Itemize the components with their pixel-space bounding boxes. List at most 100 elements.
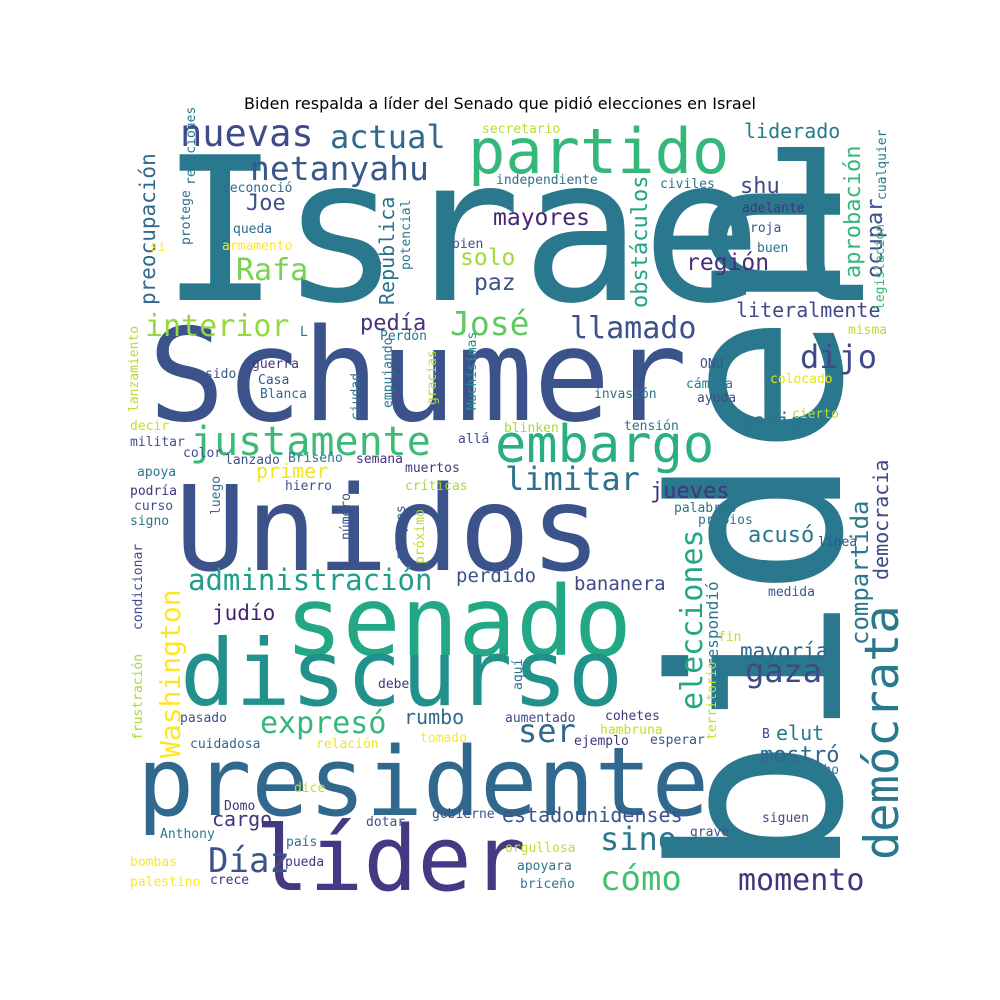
word-dijo: dijo xyxy=(800,338,877,376)
word-rafa: Rafa xyxy=(236,253,308,288)
word-muchisimas: Muchísimas xyxy=(465,332,480,410)
word-netanyahu: netanyahu xyxy=(250,149,429,188)
word-curso: curso xyxy=(134,499,173,514)
word-crece: crece xyxy=(210,873,249,888)
word-preocupacion: preocupación xyxy=(136,153,160,305)
word-pasado: pasado xyxy=(180,711,227,726)
word-embargo: embargo xyxy=(495,415,714,475)
word-territorio: territorio xyxy=(705,662,720,740)
word-muertos: muertos xyxy=(405,461,460,476)
word-compartida: compartida xyxy=(846,501,874,646)
word-tension: tensión xyxy=(624,419,679,434)
word-aqui: aquí xyxy=(511,659,526,690)
word-ocupar: ocupar xyxy=(863,199,888,278)
word-l: L xyxy=(300,325,308,340)
word-schumer: Schumer xyxy=(148,302,687,451)
word-paz: paz xyxy=(474,270,516,296)
word-potencial: potencial xyxy=(399,200,414,270)
word-shu: shu xyxy=(740,174,780,199)
word-pueda: pueda xyxy=(285,855,324,870)
word-limitar: limitar xyxy=(505,460,640,498)
word-partido: partido xyxy=(468,115,729,188)
word-podria: podría xyxy=(130,484,177,499)
word-guerra: guerra xyxy=(252,357,299,372)
word-bien: bien xyxy=(452,237,483,252)
word-criticas: críticas xyxy=(405,479,468,494)
word-literalmente: literalmente xyxy=(736,298,881,322)
word-luego: luego xyxy=(209,476,224,515)
word-seria: seria xyxy=(740,409,803,433)
word-perdon: Perdón xyxy=(380,329,427,344)
word-domo: Domo xyxy=(224,799,255,814)
word-dice: dice xyxy=(294,781,325,796)
word-palestino: palestino xyxy=(130,875,200,890)
word-washington: Washington xyxy=(154,589,187,758)
word-signo: signo xyxy=(130,514,169,529)
word-b: B xyxy=(762,727,770,742)
chart-title: Biden respalda a líder del Senado que pi… xyxy=(244,94,756,113)
word-civiles: civiles xyxy=(660,177,715,192)
word-obstaculos: obstáculos xyxy=(628,176,653,308)
word-acuso: acusó xyxy=(748,523,814,548)
word-queda: queda xyxy=(233,222,272,237)
word-ciudad: ciudad xyxy=(349,373,364,420)
word-gracias: gracias xyxy=(425,350,440,405)
word-relaciones: relaciones xyxy=(184,107,199,185)
word-armamento: armamento xyxy=(222,239,292,254)
word-decir: decir xyxy=(130,419,169,434)
word-nuevas: nuevas xyxy=(180,112,314,155)
word-elecciones: elecciones xyxy=(675,529,710,710)
word-blanca: Blanca xyxy=(260,387,307,402)
word-semana: semana xyxy=(356,452,403,467)
word-republica: República xyxy=(375,197,399,305)
word-actual: actual xyxy=(330,118,446,156)
word-invasion: invasión xyxy=(594,387,657,402)
word-dicho: dicho xyxy=(800,763,839,778)
word-empujando: empujando xyxy=(381,338,396,408)
word-secretario: secretario xyxy=(482,122,560,137)
word-mayores: mayores xyxy=(493,205,590,231)
word-cierto: cierto xyxy=(792,407,839,422)
word-presidente: presidente xyxy=(137,728,709,838)
word-respondio: respondió xyxy=(703,581,722,668)
word-llamado: llamado xyxy=(570,311,696,346)
word-briseno: Briseño xyxy=(288,451,343,466)
word-propios: propios xyxy=(698,513,753,528)
word-colocado: colocado xyxy=(770,372,833,387)
word-onu: ONU xyxy=(700,357,723,372)
word-frustracion: frustración xyxy=(131,654,146,740)
word-mayoria: mayoría xyxy=(740,639,829,663)
word-estadounidenses: estadounidenses xyxy=(502,803,683,827)
word-region: región xyxy=(686,250,769,276)
word-pedia: pedía xyxy=(360,311,426,336)
word-protege: protege xyxy=(179,190,194,245)
word-roja: roja xyxy=(750,221,781,236)
word-ataques: ataques xyxy=(394,505,409,560)
word-apoya: apoya xyxy=(137,465,176,480)
word-relacion: relación xyxy=(316,737,379,752)
word-independiente: independiente xyxy=(496,173,598,188)
word-unidos: Unidos xyxy=(175,460,601,598)
word-biden: biden xyxy=(623,173,896,880)
word-cargo: cargo xyxy=(212,807,272,831)
word-interior: interior xyxy=(145,309,290,344)
word-reconocio: reconoció xyxy=(222,181,292,196)
word-anthony: Anthony xyxy=(160,827,215,842)
word-pais: país xyxy=(286,835,317,850)
word-expreso: expresó xyxy=(260,706,386,741)
word-bombas: bombas xyxy=(130,855,177,870)
word-camara: cámara xyxy=(686,377,733,392)
word-orgullosa: orgullosa xyxy=(505,841,575,856)
word-primer: primer xyxy=(256,459,328,483)
word-cohetes: cohetes xyxy=(605,709,660,724)
word-numero: número xyxy=(339,493,354,540)
word-israel: Israel xyxy=(160,115,882,348)
word-lider: líder xyxy=(255,807,526,912)
word-gaza: gaza xyxy=(745,652,822,690)
word-perdido: perdido xyxy=(456,565,536,587)
word-lanzamiento: lanzamiento xyxy=(127,326,142,412)
word-esperar: esperar xyxy=(650,733,705,748)
word-briceno: briceño xyxy=(520,877,575,892)
word-joe: Joe xyxy=(246,191,286,216)
